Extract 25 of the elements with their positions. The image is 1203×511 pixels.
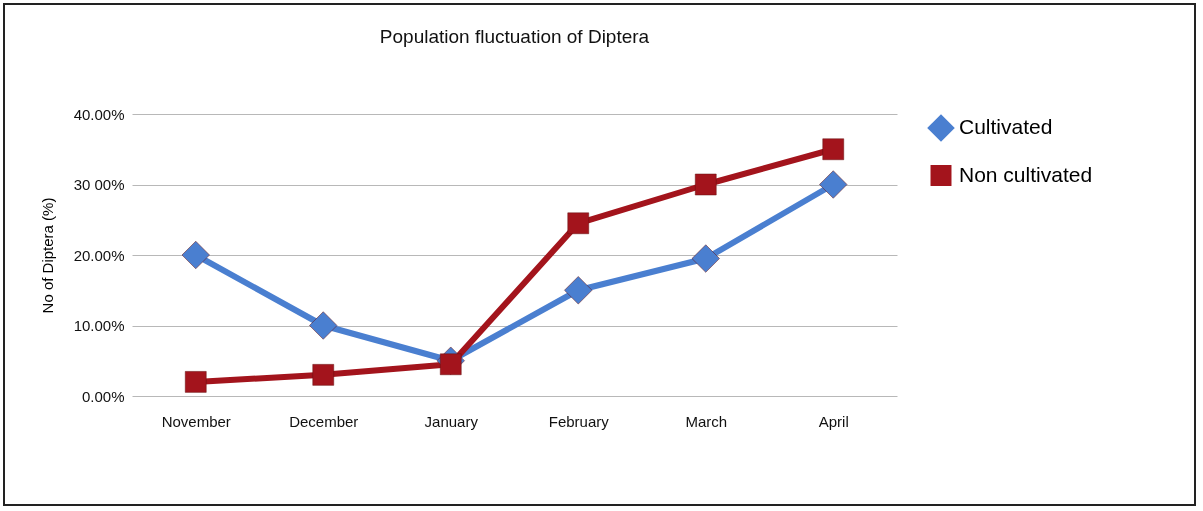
- y-tick-label: 10.00%: [73, 317, 125, 334]
- point: [567, 212, 589, 235]
- point: [564, 276, 593, 305]
- x-tick-label: April: [818, 412, 849, 430]
- x-tick-label: February: [548, 412, 610, 430]
- point: [185, 371, 207, 393]
- point: [312, 364, 334, 386]
- point: [309, 311, 338, 340]
- y-tick-label: 0.00%: [81, 387, 125, 405]
- x-tick-label: January: [424, 412, 479, 430]
- y-tick-label: 20.00%: [73, 246, 125, 264]
- legend-label: Non cultivated: [959, 162, 1093, 186]
- legend-label: Cultivated: [959, 115, 1053, 138]
- chart-title: Population fluctuation of Diptera: [379, 26, 650, 47]
- x-tick-label: March: [685, 412, 728, 430]
- point: [691, 244, 720, 273]
- y-tick-label: 30 00%: [73, 176, 125, 193]
- point: [181, 240, 210, 270]
- x-tick-label: November: [161, 412, 231, 430]
- y-axis-title: No of Diptera (%): [38, 197, 56, 314]
- point: [695, 173, 717, 196]
- point: [822, 138, 844, 160]
- point: [819, 170, 848, 199]
- x-tick-label: December: [289, 412, 359, 430]
- y-tick-label: 40.00%: [73, 105, 125, 123]
